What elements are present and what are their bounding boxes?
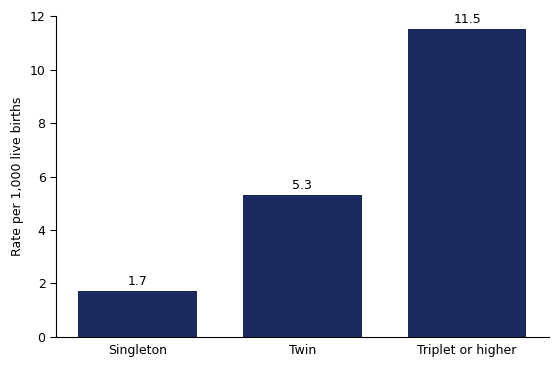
Bar: [408, 29, 526, 337]
Y-axis label: Rate per 1,000 live births: Rate per 1,000 live births: [11, 97, 24, 256]
Bar: [78, 291, 197, 337]
Text: 1.7: 1.7: [128, 275, 148, 288]
Bar: [243, 195, 362, 337]
Text: 11.5: 11.5: [453, 13, 481, 26]
Text: 5.3: 5.3: [292, 179, 312, 192]
